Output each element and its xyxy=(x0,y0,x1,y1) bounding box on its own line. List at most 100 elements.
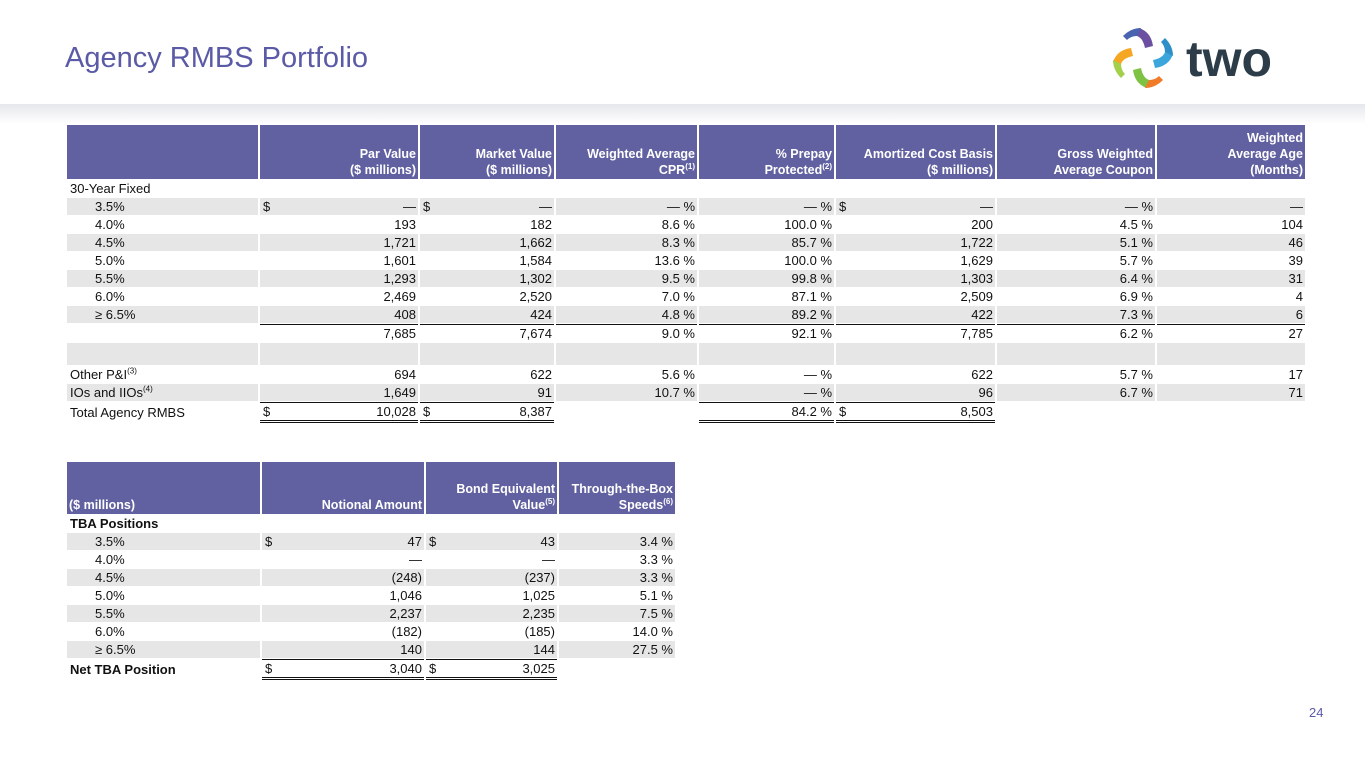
cell-value: 193 xyxy=(394,217,416,232)
row-label xyxy=(67,343,258,365)
cell-value: 3,025 xyxy=(522,661,555,676)
cell-value: — xyxy=(1290,199,1303,214)
cell-value: 47 xyxy=(407,534,422,549)
row-label: 3.5% xyxy=(67,533,260,550)
header-row: ($ millions) Notional Amount Bond Equivale… xyxy=(67,462,675,514)
label-text: 6.0% xyxy=(95,624,125,639)
table-cell: 7,785 xyxy=(836,324,995,342)
table-cell: 1,302 xyxy=(420,270,554,287)
table-cell: 5.6 % xyxy=(556,366,697,383)
cell-value: 8.3 % xyxy=(661,235,695,250)
table-cell: 1,293 xyxy=(260,270,418,287)
table-cell: 46 xyxy=(1157,234,1305,251)
table-cell: 3.3 % xyxy=(559,551,675,568)
table-cell: $3,025 xyxy=(426,659,557,680)
label-text: Total Agency RMBS xyxy=(70,405,185,420)
header-text: Average Coupon xyxy=(1053,163,1153,177)
header-cell: Through-the-Box Speeds(6) xyxy=(559,462,675,514)
cell-value: 4.5 % xyxy=(1119,217,1153,232)
header-text: Weighted xyxy=(1246,131,1303,145)
logo: two xyxy=(1113,28,1272,88)
table-cell: — xyxy=(262,551,424,568)
cell-value: 422 xyxy=(971,307,993,322)
table-cell: — xyxy=(426,551,557,568)
table-cell xyxy=(426,515,557,532)
cell-value: — % xyxy=(803,385,832,400)
footnote-ref: (4) xyxy=(142,384,153,394)
table-cell: 422 xyxy=(836,306,995,323)
cell-value: — % xyxy=(666,199,695,214)
table-cell: 100.0 % xyxy=(699,216,834,233)
table-cell: 144 xyxy=(426,641,557,658)
cell-value: 2,469 xyxy=(383,289,416,304)
cell-value: 140 xyxy=(400,642,422,657)
currency: $ xyxy=(423,404,431,419)
cell-value: 1,302 xyxy=(519,271,552,286)
table-row: ≥ 6.5% 140 144 27.5 % xyxy=(67,641,675,658)
currency: $ xyxy=(263,404,271,419)
cell-value: (185) xyxy=(524,624,555,639)
table-row: 4.5% 1,721 1,662 8.3 % 85.7 % 1,722 5.1 % 46 xyxy=(67,234,1305,251)
cell-value: 4 xyxy=(1295,289,1303,304)
table-cell: — % xyxy=(556,198,697,215)
header-cell: Par Value ($ millions) xyxy=(260,125,418,179)
row-label xyxy=(67,324,258,342)
header-cell: Market Value ($ millions) xyxy=(420,125,554,179)
header-row: Par Value ($ millions) Market Value ($ mill… xyxy=(67,125,1305,179)
header-text: Weighted Average xyxy=(587,147,695,161)
table-cell: $10,028 xyxy=(260,402,418,423)
cell-value: 1,629 xyxy=(960,253,993,268)
cell-value: 87.1 % xyxy=(791,289,832,304)
header-text: Gross Weighted xyxy=(1057,147,1153,161)
table-row: 4.0% — — 3.3 % xyxy=(67,551,675,568)
cell-value: 85.7 % xyxy=(791,235,832,250)
table-cell: (248) xyxy=(262,569,424,586)
table-cell: 71 xyxy=(1157,384,1305,401)
table-cell: 140 xyxy=(262,641,424,658)
cell-value: 27 xyxy=(1288,326,1303,341)
table-cell: 5.7 % xyxy=(997,252,1155,269)
cell-value: 13.6 % xyxy=(654,253,695,268)
label-text: 4.5% xyxy=(95,235,125,250)
table-row xyxy=(67,343,1305,365)
row-label: 5.0% xyxy=(67,587,260,604)
footnote-ref: (1) xyxy=(685,161,695,171)
table-cell: (182) xyxy=(262,623,424,640)
cell-value: 2,520 xyxy=(519,289,552,304)
table-cell: 92.1 % xyxy=(699,324,834,342)
table-cell: 1,722 xyxy=(836,234,995,251)
cell-value: 1,721 xyxy=(383,235,416,250)
cell-value: 1,303 xyxy=(960,271,993,286)
header-text: ($ millions) xyxy=(69,498,135,512)
table-cell: 408 xyxy=(260,306,418,323)
header-band xyxy=(0,104,1365,124)
header-text: Market Value xyxy=(475,147,552,161)
table-cell: 7.0 % xyxy=(556,288,697,305)
table-cell: 3.4 % xyxy=(559,533,675,550)
cell-value: — xyxy=(403,199,416,214)
cell-value: — xyxy=(409,552,422,567)
table-cell: 1,046 xyxy=(262,587,424,604)
table-cell: 7.5 % xyxy=(559,605,675,622)
row-label: ≥ 6.5% xyxy=(67,306,258,323)
header-cell xyxy=(67,125,258,179)
cell-value: 424 xyxy=(530,307,552,322)
cell-value: 7,685 xyxy=(383,326,416,341)
table-cell: — xyxy=(1157,198,1305,215)
cell-value: 5.1 % xyxy=(1119,235,1153,250)
cell-value: — % xyxy=(803,367,832,382)
table-cell: 9.5 % xyxy=(556,270,697,287)
table-cell: $47 xyxy=(262,533,424,550)
cell-value: 96 xyxy=(978,385,993,400)
footnote-ref: (6) xyxy=(663,496,673,506)
footnote-ref: (5) xyxy=(545,496,555,506)
table-cell: 200 xyxy=(836,216,995,233)
row-label: IOs and IIOs(4) xyxy=(67,384,258,401)
table-cell: 96 xyxy=(836,384,995,401)
cell-value: 46 xyxy=(1288,235,1303,250)
table-cell: 10.7 % xyxy=(556,384,697,401)
header-text: Through-the-Box xyxy=(571,482,673,496)
header-text: Notional Amount xyxy=(321,498,422,512)
cell-value: 3.3 % xyxy=(639,570,673,585)
